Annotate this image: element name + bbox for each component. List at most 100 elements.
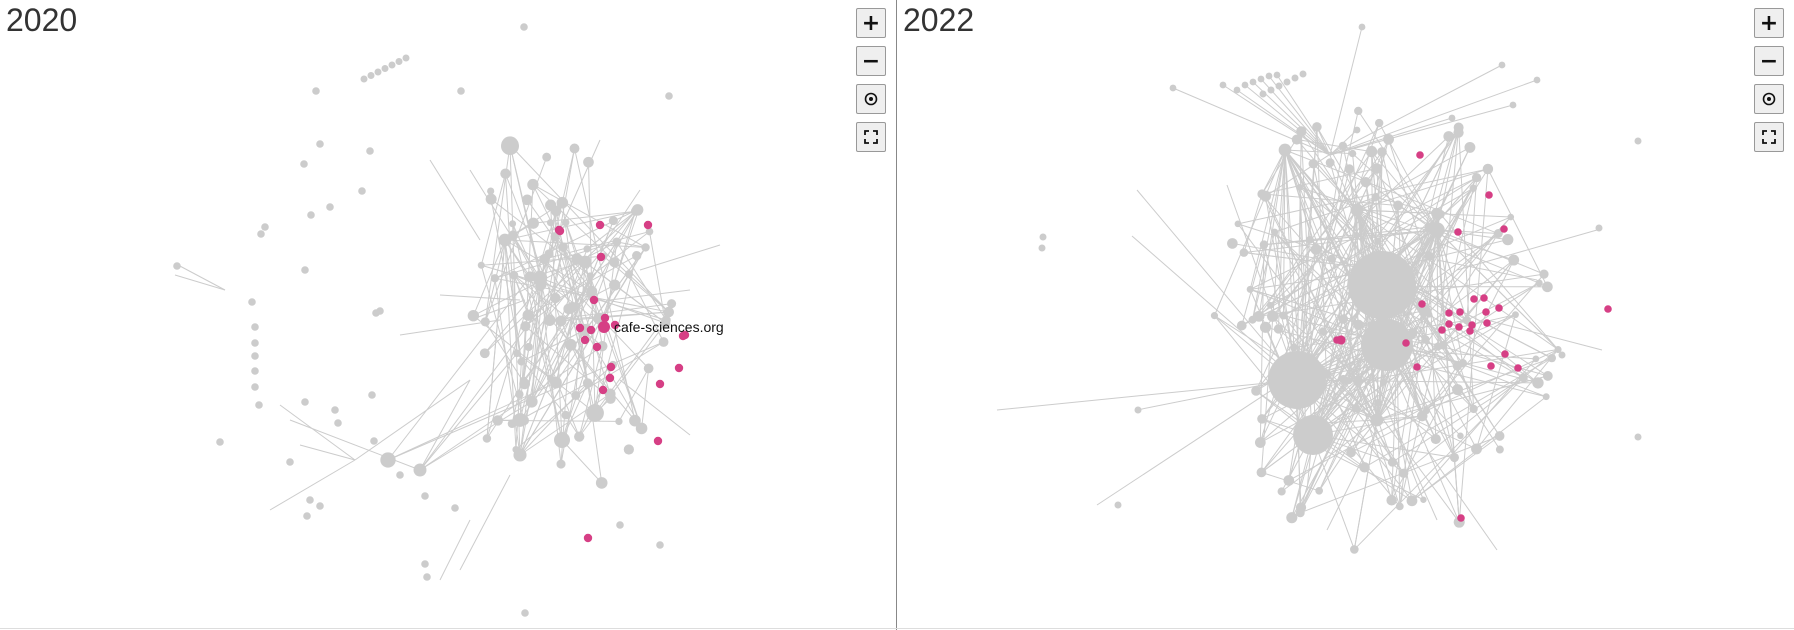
graph-edge bbox=[1172, 87, 1331, 156]
graph-node bbox=[1518, 373, 1528, 383]
graph-edge bbox=[560, 320, 589, 384]
graph-edge bbox=[1270, 151, 1383, 306]
graph-edge bbox=[480, 173, 506, 266]
panel-divider bbox=[896, 0, 897, 630]
graph-edge bbox=[1411, 358, 1537, 502]
graph-node bbox=[1383, 133, 1394, 145]
reset-view-button[interactable] bbox=[1754, 84, 1784, 114]
graph-node bbox=[623, 444, 634, 455]
graph-node bbox=[615, 417, 623, 426]
graph-node bbox=[1315, 486, 1324, 495]
highlight-node bbox=[1482, 308, 1490, 316]
graph-edge bbox=[469, 299, 526, 321]
fullscreen-button[interactable] bbox=[1754, 122, 1784, 152]
highlight-node bbox=[1416, 151, 1424, 159]
graph-edge bbox=[1226, 184, 1298, 381]
graph-edge bbox=[1311, 434, 1355, 550]
graph-node bbox=[660, 318, 671, 329]
fullscreen-button[interactable] bbox=[856, 122, 886, 152]
graph-node bbox=[595, 477, 608, 489]
graph-node bbox=[1508, 254, 1520, 266]
graph-node bbox=[1345, 377, 1353, 385]
graph-edge bbox=[1243, 193, 1263, 253]
graph-node bbox=[524, 271, 536, 283]
zoom-out-button[interactable]: − bbox=[856, 46, 886, 76]
highlight-node bbox=[1445, 320, 1453, 328]
graph-node bbox=[1374, 399, 1382, 407]
highlight-node bbox=[655, 379, 665, 389]
graph-node bbox=[612, 237, 622, 247]
graph-edge bbox=[1284, 149, 1393, 501]
graph-edge bbox=[1329, 79, 1538, 156]
zoom-out-button[interactable]: − bbox=[1754, 46, 1784, 76]
graph-node bbox=[1457, 432, 1464, 440]
graph-edge bbox=[1299, 186, 1514, 261]
graph-node bbox=[492, 415, 504, 426]
graph-node bbox=[656, 541, 664, 549]
graph-edge bbox=[1350, 419, 1378, 453]
graph-edge bbox=[639, 244, 721, 271]
graph-node bbox=[1386, 495, 1397, 506]
graph-node bbox=[251, 352, 259, 360]
graph-node bbox=[1542, 281, 1553, 293]
graph-node bbox=[402, 54, 410, 62]
zoom-in-button[interactable]: + bbox=[856, 8, 886, 38]
highlight-node bbox=[606, 362, 616, 372]
graph-node bbox=[574, 431, 585, 442]
graph-edge bbox=[609, 289, 691, 301]
highlight-node bbox=[674, 363, 684, 373]
graph-edge bbox=[550, 204, 611, 395]
graph-node bbox=[1210, 312, 1219, 320]
graph-node bbox=[479, 348, 490, 359]
graph-edge bbox=[289, 419, 421, 471]
highlight-node bbox=[1438, 326, 1446, 334]
highlight-node bbox=[1480, 294, 1488, 302]
graph-node bbox=[1273, 71, 1281, 79]
graph-edge bbox=[1265, 209, 1358, 328]
graph-edge bbox=[525, 325, 611, 400]
graph-edge bbox=[1353, 377, 1524, 550]
graph-node bbox=[624, 270, 634, 279]
highlight-node bbox=[1456, 308, 1464, 316]
graph-node bbox=[467, 309, 480, 322]
node-label: cafe-sciences.org bbox=[614, 319, 724, 335]
network-graph-2022[interactable] bbox=[897, 0, 1794, 628]
graph-node bbox=[632, 250, 642, 261]
graph-node bbox=[388, 61, 396, 69]
graph-node bbox=[1430, 434, 1441, 445]
graph-edge bbox=[532, 184, 646, 248]
graph-node bbox=[374, 68, 382, 76]
graph-edge bbox=[1436, 229, 1499, 235]
graph-node bbox=[306, 496, 314, 504]
zoom-in-button[interactable]: + bbox=[1754, 8, 1784, 38]
graph-edge bbox=[387, 382, 557, 461]
graph-node bbox=[550, 376, 562, 389]
highlight-node bbox=[1500, 225, 1508, 233]
graph-edge bbox=[1436, 259, 1538, 281]
graph-edge bbox=[1311, 314, 1516, 436]
graph-edge bbox=[354, 379, 471, 461]
highlight-node bbox=[1483, 319, 1491, 327]
graph-edge bbox=[539, 277, 666, 324]
highlight-node bbox=[1413, 363, 1421, 371]
graph-edge bbox=[996, 379, 1298, 411]
graph-node bbox=[583, 245, 591, 253]
graph-node bbox=[515, 390, 524, 399]
graph-node bbox=[1359, 462, 1370, 473]
graph-node bbox=[1360, 177, 1371, 188]
network-graph-2020[interactable]: cafe-sciences.org bbox=[0, 0, 896, 628]
highlight-node bbox=[596, 252, 606, 262]
graph-node bbox=[360, 75, 368, 83]
graph-node bbox=[1295, 508, 1305, 518]
graph-node bbox=[658, 337, 669, 347]
graph-edge bbox=[1421, 273, 1545, 417]
graph-node bbox=[316, 140, 324, 148]
graph-node bbox=[1494, 431, 1505, 441]
graph-edge bbox=[419, 211, 636, 471]
graph-node bbox=[641, 243, 650, 252]
reset-view-button[interactable] bbox=[856, 84, 886, 114]
graph-node bbox=[550, 232, 560, 242]
graph-edge bbox=[1284, 149, 1353, 155]
graph-edge bbox=[1258, 151, 1373, 317]
graph-edge bbox=[439, 519, 471, 581]
